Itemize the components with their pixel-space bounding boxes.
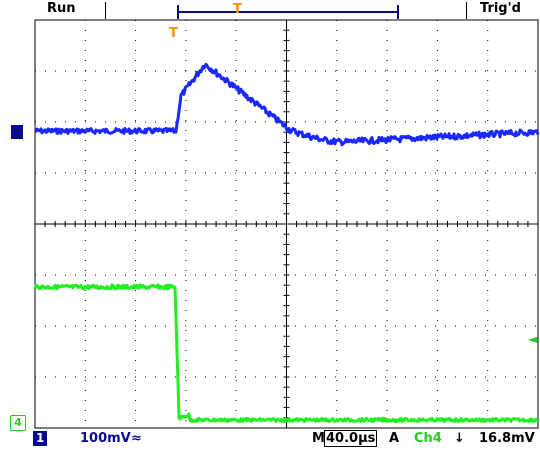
waveform-trigger-marker: T <box>169 26 178 41</box>
channel-1-badge[interactable]: 1 <box>33 431 48 446</box>
trigger-position-marker: T <box>233 2 242 17</box>
trigger-level-readout: 16.8mV <box>479 431 535 446</box>
top-separator-right <box>466 2 467 19</box>
channel-1-trace <box>34 62 540 147</box>
trigger-mode: A <box>389 431 400 446</box>
channel-4-trace <box>33 283 539 423</box>
channel-1-coupling-symbol: ≈ <box>131 431 142 446</box>
trigger-status: Trig'd <box>480 1 521 16</box>
trigger-slope-icon: ↓ <box>454 431 465 446</box>
channel-1-level-marker[interactable]: 1 <box>11 125 23 139</box>
trigger-position-bar <box>177 5 399 19</box>
channel-1-scale: 100mV <box>80 431 131 446</box>
trigger-level-arrow[interactable]: ◄ <box>528 332 538 346</box>
bottom-readout-bar: 1 100mV ≈ M 40.0µs A Ch4 ↓ 16.8mV <box>0 428 540 451</box>
trigger-source[interactable]: Ch4 <box>414 431 442 446</box>
run-status: Run <box>47 1 76 16</box>
timebase-readout[interactable]: 40.0µs <box>324 430 378 447</box>
timebase-prefix: M <box>312 431 325 446</box>
channel-4-level-marker[interactable]: 4 <box>10 415 26 431</box>
top-separator <box>105 2 106 19</box>
top-status-bar: Run T Trig'd <box>0 0 540 22</box>
